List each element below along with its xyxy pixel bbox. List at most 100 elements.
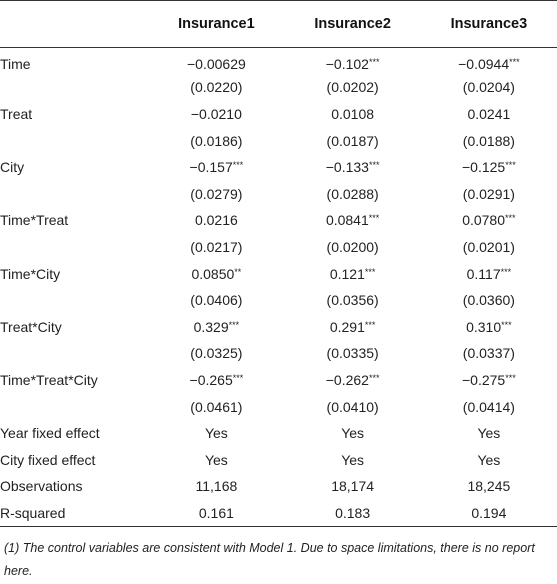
table-row: Time*City 0.0850** 0.121*** 0.117*** [0,260,557,287]
table-row: Treat −0.0210 0.0108 0.0241 [0,101,557,128]
cell-value: (0.0410) [326,398,379,415]
cell-insurance3: 0.194 [420,499,557,527]
cell-value: −0.0210 [190,105,242,122]
cell-insurance3: (0.0188) [421,127,557,154]
significance-stars: *** [232,160,244,171]
table-body: Time −0.00629 −0.102*** −0.0944*** (0.0220)(… [0,48,557,527]
cell-insurance2: (0.0202) [285,74,421,101]
cell-insurance3: 0.310*** [421,313,557,340]
cell-insurance3: (0.0201) [421,234,557,261]
cell-insurance2: Yes [285,446,421,473]
cell-value: (0.0279) [190,185,243,202]
table-row: (0.0220) (0.0202) (0.0204) [0,74,557,101]
cell-insurance1: (0.0220) [148,74,284,101]
cell-insurance2: 0.121*** [285,260,421,287]
header-insurance3: Insurance3 [420,0,557,48]
table-row: (0.0217) (0.0200) (0.0201) [0,234,557,261]
row-label: Observations [0,478,83,495]
significance-stars: *** [509,57,520,68]
significance-stars: *** [364,319,376,330]
cell-insurance2: 0.291*** [285,313,421,340]
cell-value: Yes [204,425,228,442]
cell-insurance3: Yes [421,446,557,473]
row-label: City fixed effect [0,451,96,468]
cell-insurance3: 0.117*** [421,260,557,287]
header-insurance1: Insurance1 [148,0,285,48]
cell-value: (0.0288) [326,185,379,202]
table-row: City −0.157*** −0.133*** −0.125*** [0,154,557,181]
table-row: Treat*City 0.329*** 0.291*** 0.310*** [0,313,557,340]
cell-insurance1: 11,168 [148,473,284,500]
cell-insurance3: 0.0780*** [421,207,557,234]
table-row: (0.0461) (0.0410) (0.0414) [0,393,557,420]
cell-value: (0.0204) [462,79,515,96]
cell-insurance3: (0.0204) [421,74,557,101]
significance-stars: *** [368,57,380,68]
cell-value: (0.0186) [190,132,243,149]
cell-value: Yes [477,425,501,442]
cell-value: (0.0356) [326,292,379,309]
row-label [0,287,148,314]
cell-insurance1: −0.00629 [148,48,284,75]
cell-insurance2: Yes [285,420,421,447]
cell-value: 0.0841 [325,212,369,229]
cell-value: (0.0406) [190,292,243,309]
cell-value: (0.0461) [190,398,243,415]
cell-insurance1: (0.0186) [148,127,284,154]
cell-value: (0.0335) [326,345,379,362]
row-label: Year fixed effect [0,425,100,442]
cell-value: 0.0241 [467,105,511,122]
row-label: Treat [0,105,33,122]
significance-stars: ** [234,266,242,277]
table-note: (1) The control variables are consistent… [4,541,535,578]
cell-value: (0.0360) [462,292,515,309]
cell-value: (0.0188) [462,132,515,149]
row-label: Time*Treat [0,212,69,229]
cell-value: 11,168 [195,478,238,495]
significance-stars: *** [505,160,516,171]
cell-value: −0.275 [462,371,506,388]
cell-value: (0.0187) [326,132,379,149]
cell-value: 0.0108 [331,105,375,122]
cell-insurance2: −0.133*** [285,154,421,181]
cell-value: (0.0217) [190,238,243,255]
table-row: (0.0279) (0.0288) (0.0291) [0,180,557,207]
cell-value: 0.0850 [191,265,235,282]
cell-value: 0.310 [466,318,502,335]
cell-insurance3: (0.0291) [421,180,557,207]
cell-insurance3: Yes [421,420,557,447]
significance-stars: *** [364,266,376,277]
cell-insurance3: 0.0241 [421,101,557,128]
cell-insurance1: −0.157*** [148,154,284,181]
cell-insurance2: (0.0288) [285,180,421,207]
cell-insurance1: −0.0210 [148,101,284,128]
cell-value: Yes [477,451,501,468]
cell-insurance2: 18,174 [285,473,421,500]
cell-insurance3: (0.0414) [421,393,557,420]
row-label [0,74,148,101]
row-label: Time*City [0,265,61,282]
cell-value: 0.0216 [194,212,238,229]
cell-insurance1: (0.0406) [148,287,284,314]
cell-value: Yes [341,425,365,442]
cell-value: −0.262 [325,371,369,388]
row-label: City [0,159,25,176]
cell-value: −0.125 [462,159,506,176]
cell-value: (0.0220) [190,79,243,96]
cell-value: −0.102 [325,56,369,73]
cell-value: 18,174 [331,478,375,495]
cell-insurance1: 0.161 [148,499,285,527]
cell-insurance2: (0.0200) [285,234,421,261]
significance-stars: *** [501,319,512,330]
significance-stars: *** [505,213,516,224]
cell-value: −0.157 [189,159,233,176]
cell-insurance2: 0.183 [284,499,421,527]
cell-insurance2: (0.0335) [285,340,421,367]
cell-value: (0.0414) [462,398,515,415]
row-label [0,340,148,367]
cell-insurance2: 0.0841*** [285,207,421,234]
row-label [0,393,148,420]
cell-value: 0.291 [329,318,365,335]
cell-value: (0.0201) [462,238,515,255]
